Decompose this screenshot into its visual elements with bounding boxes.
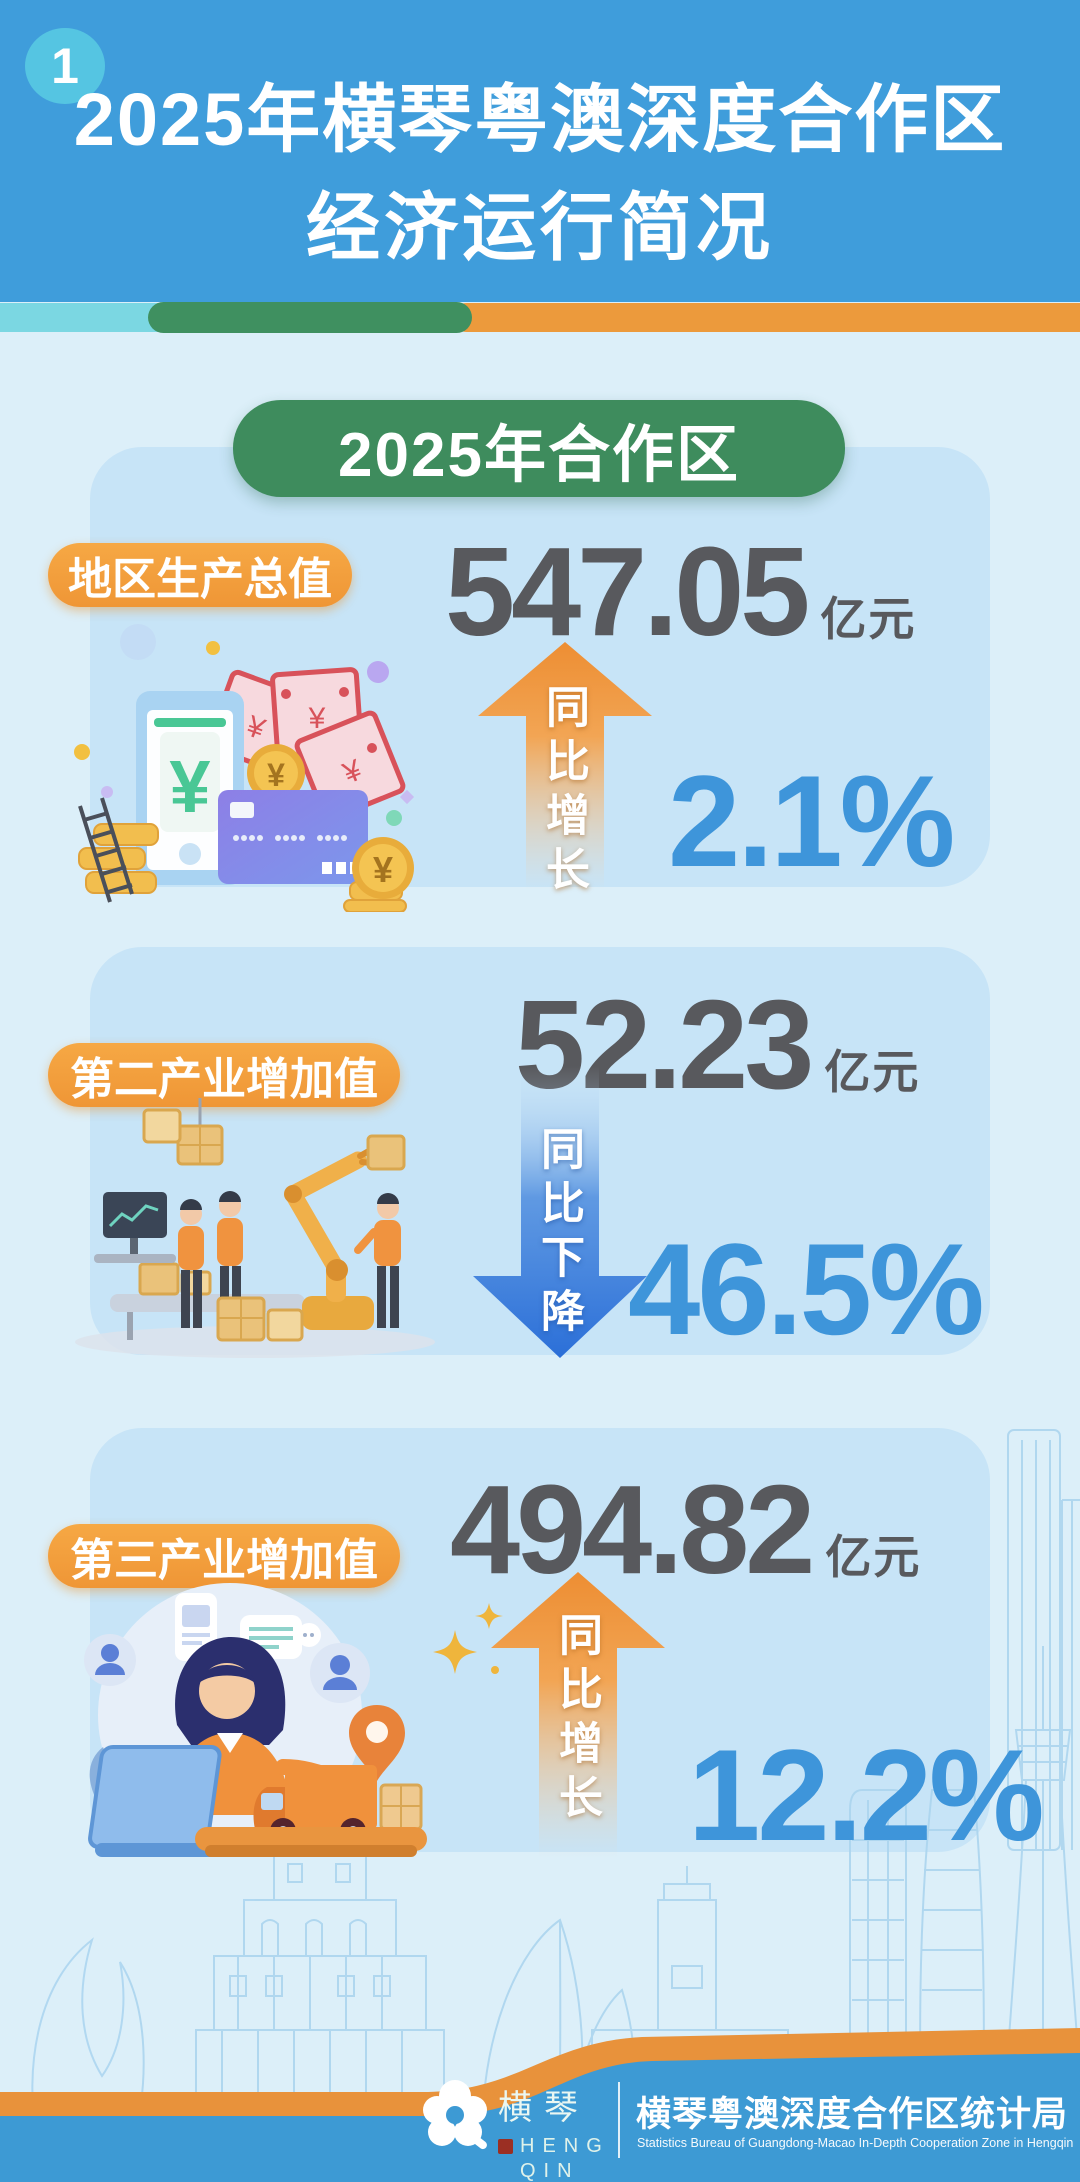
stat-label-tertiary-industry: 第三产业增加值 (48, 1524, 400, 1588)
up-arrow-icon (478, 642, 652, 890)
page-title-line2: 经济运行简况 (306, 186, 774, 269)
trend-label-secondary-industry: 同比下降 (534, 1126, 583, 1342)
stat-value-number: 547.05 (445, 521, 810, 662)
header (0, 0, 1080, 302)
organization-name-en: Statistics Bureau of Guangdong-Macao In-… (637, 2136, 1074, 2150)
footer-wave (0, 2028, 1080, 2182)
page-title-line1: 2025年横琴粤澳深度合作区 (73, 78, 1007, 161)
stat-value-unit: 亿元 (825, 1531, 922, 1583)
logo-en-line1: HENG (520, 2135, 610, 2157)
stat-label-secondary-industry: 第二产业增加值 (48, 1043, 400, 1107)
stat-value-gdp: 547.05 亿元 (445, 529, 916, 655)
svg-text:¥: ¥ (308, 702, 326, 735)
stat-value-unit: 亿元 (824, 1046, 921, 1098)
sparkle-icon (433, 1603, 503, 1674)
stat-value-number: 494.82 (450, 1459, 815, 1600)
trend-label-gdp: 同比增长 (539, 684, 588, 900)
logo-cn-text: 横琴 (498, 2089, 590, 2127)
logo-text-block: 横琴 HENG QIN (498, 2080, 610, 2182)
divider-band-green (148, 302, 472, 333)
organization-name-cn: 横琴粤澳深度合作区统计局 (636, 2095, 1069, 2134)
mobile-payment-illustration: ¥ ¥ ¥ ¥ ¥ (74, 624, 415, 912)
section-title-pill: 2025年合作区 (233, 400, 845, 497)
factory-robot-illustration (75, 1098, 435, 1358)
stat-percent-gdp: 2.1% (668, 748, 955, 894)
logo-en-line2: QIN (520, 2160, 580, 2182)
stat-label-gdp: 地区生产总值 (48, 543, 352, 607)
trend-label-tertiary-industry: 同比增长 (552, 1612, 601, 1828)
stat-percent-secondary-industry: 46.5% (628, 1216, 985, 1362)
services-delivery-illustration (84, 1583, 427, 1857)
hengqin-logo-icon (423, 2080, 487, 2150)
svg-text:¥: ¥ (373, 849, 393, 890)
stat-value-tertiary-industry: 494.82 亿元 (450, 1467, 921, 1593)
page-number-badge: 1 (25, 28, 105, 104)
stat-percent-tertiary-industry: 12.2% (688, 1722, 1045, 1868)
down-arrow-icon (473, 1066, 647, 1358)
stat-value-unit: 亿元 (820, 593, 917, 645)
up-arrow-icon (491, 1572, 665, 1858)
svg-text:¥: ¥ (169, 745, 210, 828)
logo-seal-icon (498, 2139, 513, 2154)
divider-band-orange (452, 303, 1080, 332)
footer-divider (618, 2082, 620, 2158)
svg-text:¥: ¥ (267, 757, 285, 793)
